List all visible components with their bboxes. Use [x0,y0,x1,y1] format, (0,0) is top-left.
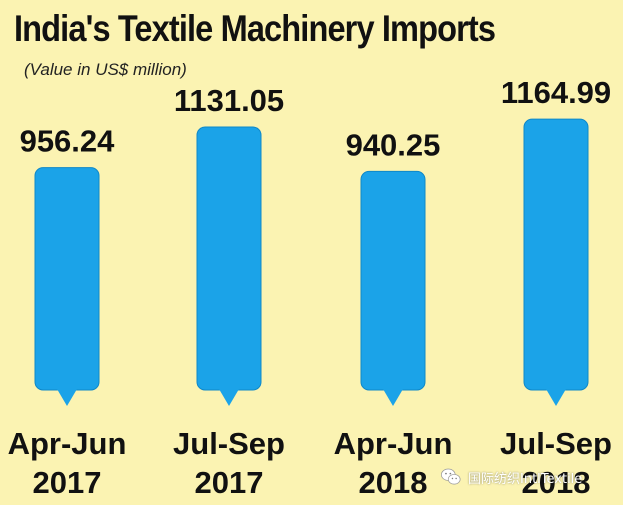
category-label-1-period: Jul-Sep [173,426,285,461]
bar-3 [523,118,589,391]
bar-0 [34,167,100,391]
chart-title: India's Textile Machinery Imports [14,8,496,49]
wechat-icon [441,468,461,485]
category-label-2-year: 2018 [359,465,428,500]
bar-2 [360,170,426,391]
chart-subtitle: (Value in US$ million) [24,60,187,79]
bar-1 [196,126,262,391]
bar-tail-2 [383,389,403,406]
category-label-3-year: 2018 [522,465,591,500]
bar-tail-0 [57,389,77,406]
bar-tail-3 [546,389,566,406]
value-label-0: 956.24 [20,124,116,159]
category-label-3-period: Jul-Sep [500,426,612,461]
watermark: 国际纺织IntlTextile [440,466,582,488]
value-label-1: 1131.05 [174,83,284,118]
category-label-2-period: Apr-Jun [334,426,453,461]
category-label-0-year: 2017 [33,465,102,500]
bar-tail-1 [219,389,239,406]
watermark-text: 国际纺织IntlTextile [468,471,583,487]
value-label-2: 940.25 [346,127,441,162]
category-label-0-period: Apr-Jun [8,426,127,461]
value-label-3: 1164.99 [501,75,611,110]
category-label-1-year: 2017 [195,465,264,500]
